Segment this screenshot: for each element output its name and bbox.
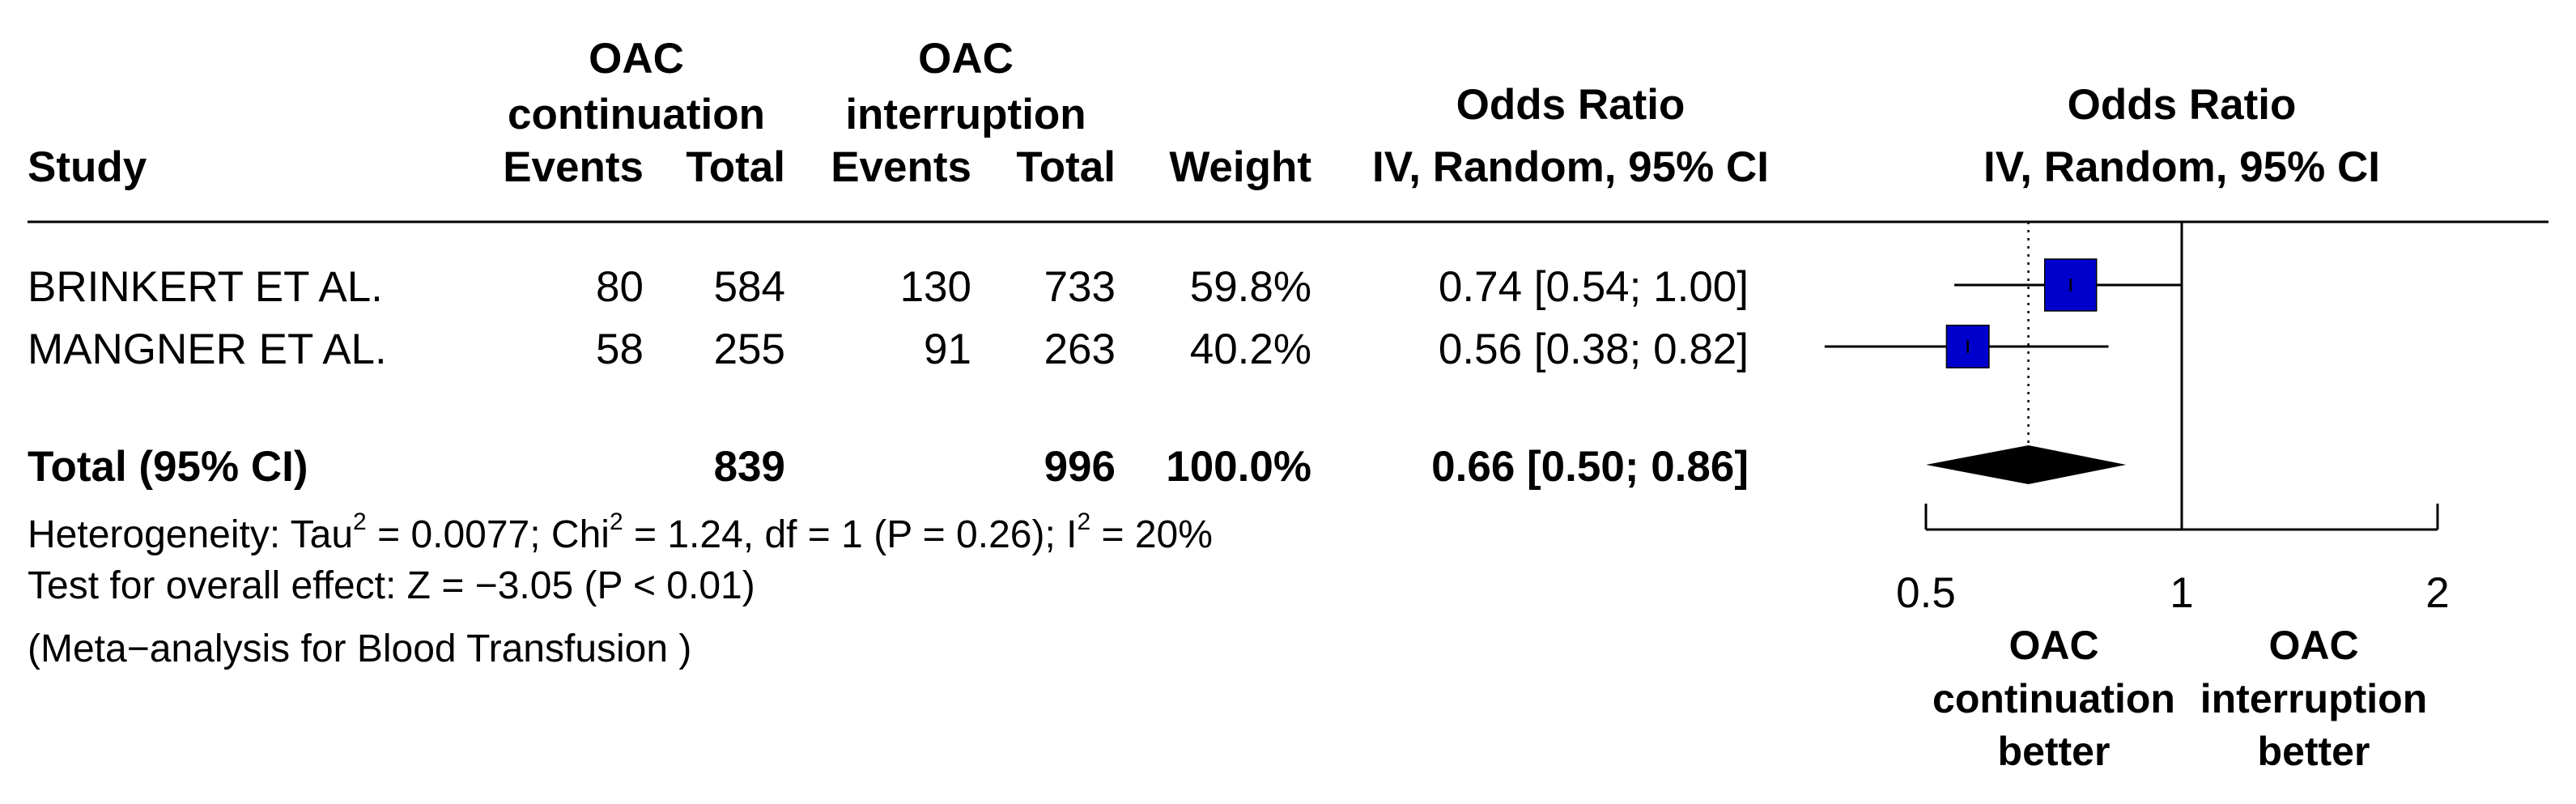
row1-events-2: 130 xyxy=(899,263,971,311)
total-weight: 100.0% xyxy=(1166,443,1311,491)
plot-header-line2: IV, Random, 95% CI xyxy=(1983,143,2380,191)
plot-header-line1: Odds Ratio xyxy=(2067,81,2297,129)
header-events-2: Events xyxy=(831,143,971,191)
favours-right-line-3: better xyxy=(2258,729,2370,774)
row2-events-1: 58 xyxy=(596,325,644,373)
row1-or: 0.74 [0.54; 1.00] xyxy=(1438,263,1749,311)
x-tick-label-3: 2 xyxy=(2425,569,2449,617)
header-total-2: Total xyxy=(1016,143,1116,191)
group2-label-line2: interruption xyxy=(845,91,1086,138)
row2-weight: 40.2% xyxy=(1189,325,1311,373)
total-total-2: 996 xyxy=(1044,443,1116,491)
group1-label-line2: continuation xyxy=(508,91,765,138)
row2-or: 0.56 [0.38; 0.82] xyxy=(1438,325,1749,373)
pooled-diamond xyxy=(1926,445,2127,484)
group1-label-line1: OAC xyxy=(589,35,684,83)
row2-total-1: 255 xyxy=(713,325,785,373)
row2-events-2: 91 xyxy=(924,325,971,373)
x-tick-label-2: 1 xyxy=(2170,569,2193,617)
x-tick-label-1: 0.5 xyxy=(1896,569,1956,617)
total-total-1: 839 xyxy=(713,443,785,491)
favours-left-line-2: continuation xyxy=(1932,676,2175,721)
heterogeneity-text: Heterogeneity: Tau2 = 0.0077; Chi2 = 1.2… xyxy=(28,508,1213,556)
total-or: 0.66 [0.50; 0.86] xyxy=(1431,443,1749,491)
row1-events-1: 80 xyxy=(596,263,644,311)
total-label: Total (95% CI) xyxy=(28,443,308,491)
header-study: Study xyxy=(28,143,147,191)
note-text: (Meta−analysis for Blood Transfusion ) xyxy=(28,627,692,670)
header-weight: Weight xyxy=(1169,143,1311,191)
row2-total-2: 263 xyxy=(1044,325,1116,373)
favours-right-line-2: interruption xyxy=(2200,676,2428,721)
header-total-1: Total xyxy=(686,143,785,191)
group2-label-line1: OAC xyxy=(918,35,1014,83)
header-or-line2: IV, Random, 95% CI xyxy=(1372,143,1769,191)
row2-study: MANGNER ET AL. xyxy=(28,325,387,373)
favours-left-line-1: OAC xyxy=(2009,623,2098,668)
plot-layer: 0.5 1 2 OAC continuation better OAC interruptio… xyxy=(1824,222,2450,774)
overall-effect-text: Test for overall effect: Z = −3.05 (P < … xyxy=(28,564,755,607)
header-or-line1: Odds Ratio xyxy=(1456,81,1685,129)
row1-total-1: 584 xyxy=(713,263,785,311)
row1-weight: 59.8% xyxy=(1189,263,1311,311)
favours-left-line-3: better xyxy=(1998,729,2111,774)
favours-right-line-1: OAC xyxy=(2268,623,2358,668)
row1-total-2: 733 xyxy=(1044,263,1116,311)
header-events-1: Events xyxy=(503,143,644,191)
row1-study: BRINKERT ET AL. xyxy=(28,263,383,311)
